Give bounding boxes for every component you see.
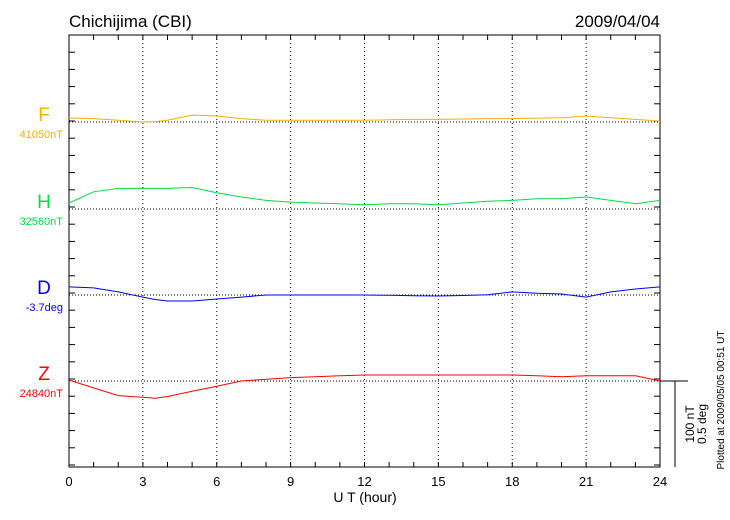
x-tick-label: 6 xyxy=(213,474,220,489)
series-name-F: F xyxy=(38,105,50,126)
chart-date: 2009/04/04 xyxy=(575,12,660,31)
x-tick-label: 12 xyxy=(357,474,371,489)
series-name-H: H xyxy=(37,192,51,213)
x-axis-label: U T (hour) xyxy=(333,489,396,505)
x-tick-label: 15 xyxy=(431,474,445,489)
series-name-D: D xyxy=(37,278,51,299)
x-tick-label: 24 xyxy=(653,474,667,489)
series-line-D xyxy=(68,286,661,302)
x-tick-label: 3 xyxy=(139,474,146,489)
series-baseline-F: 41050nT xyxy=(20,129,64,141)
series-baseline-H: 32560nT xyxy=(20,216,64,228)
series-line-F xyxy=(68,114,661,123)
scale-label-nT: 100 nT xyxy=(683,405,697,443)
plotted-footer: Plotted at 2009/05/05 00:51 UT xyxy=(716,331,727,470)
chart-title: Chichijima (CBI) xyxy=(69,12,192,31)
x-tick-label: 0 xyxy=(65,474,72,489)
scale-label-deg: 0.5 deg xyxy=(695,404,709,444)
series-baseline-D: -3.7deg xyxy=(26,302,63,314)
x-tick-label: 21 xyxy=(579,474,593,489)
series-line-H xyxy=(68,186,661,206)
series-line-Z xyxy=(68,374,661,399)
series-name-Z: Z xyxy=(38,364,50,385)
series-baseline-Z: 24840nT xyxy=(20,388,64,400)
x-tick-label: 9 xyxy=(287,474,294,489)
x-tick-label: 18 xyxy=(505,474,519,489)
